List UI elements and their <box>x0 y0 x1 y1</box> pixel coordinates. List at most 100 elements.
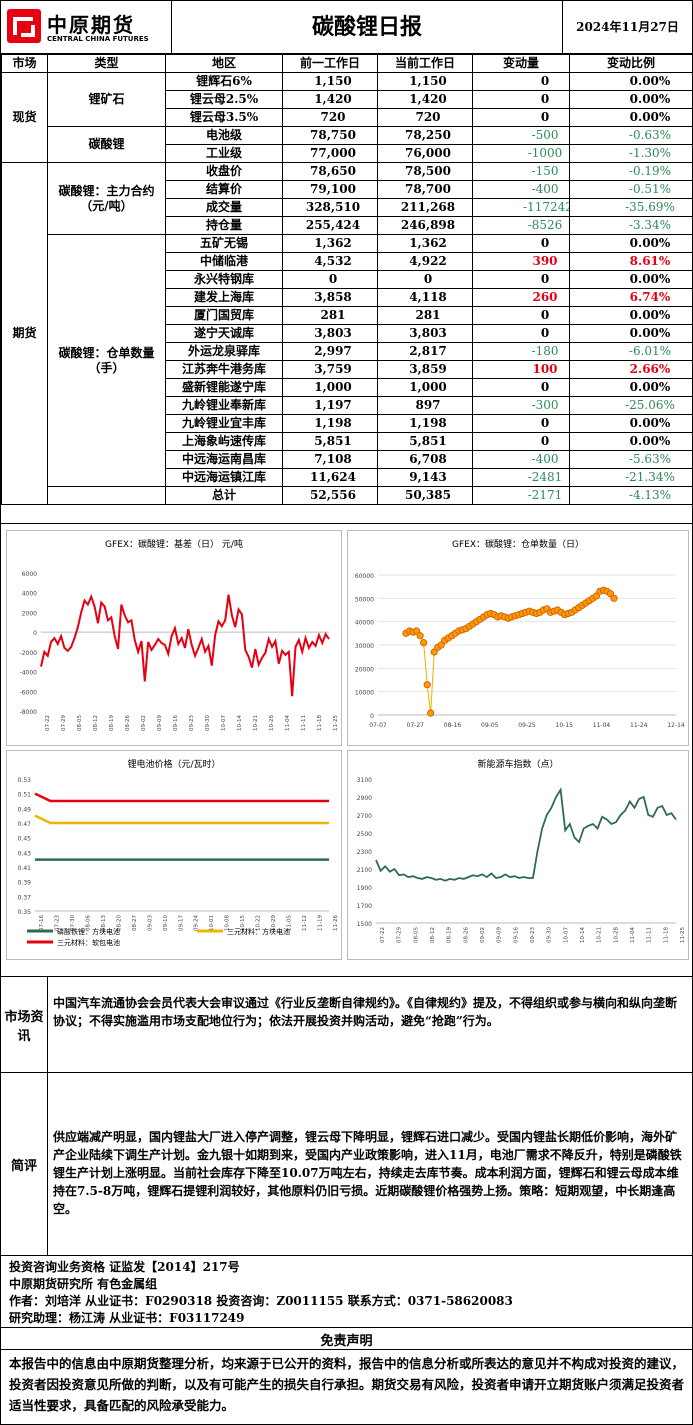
change-pct-cell: 0.00% <box>569 378 693 397</box>
scatter-point <box>437 641 445 649</box>
change-cell: -8526 <box>472 216 570 235</box>
category-cell: 锂矿石 <box>47 72 166 127</box>
scatter-point <box>606 590 615 598</box>
x-tick-label: 09-16 <box>173 715 179 731</box>
cur-value-cell: 78,250 <box>377 126 473 145</box>
x-tick-label: 07-29 <box>397 927 403 943</box>
y-tick-label: 3100 <box>357 777 372 784</box>
x-tick-label: 10-14 <box>580 927 586 943</box>
logo-mark-icon <box>7 9 41 43</box>
y-tick-label: 2100 <box>357 867 372 874</box>
author-line: 作者：刘培洋 从业证书：F0290318 投资咨询：Z0011155 联系方式：… <box>9 1294 513 1308</box>
x-tick-label: 09-09 <box>497 927 503 943</box>
warehouse-receipt-chart: GFEX：碳酸锂：仓单数量（日） 60000 50000 40000 30000 2000… <box>347 530 689 746</box>
y-tick-label: 2300 <box>357 849 372 856</box>
market-news-label: 市场资讯 <box>1 977 48 1073</box>
y-tick-label: 0.53 <box>18 777 32 784</box>
y-tick-label: 40000 <box>355 620 374 627</box>
cur-value-cell: 50,385 <box>377 486 473 505</box>
col-header: 变动量 <box>472 54 570 73</box>
prev-value-cell: 78,650 <box>282 162 378 181</box>
change-cell: -400 <box>472 180 570 199</box>
row-name-cell: 锂云母3.5% <box>165 108 283 127</box>
change-cell: 0 <box>472 234 570 253</box>
x-tick-label: 08-26 <box>125 715 131 731</box>
scatter-point <box>420 639 428 647</box>
series-line <box>34 792 329 803</box>
col-header: 市场 <box>1 54 48 73</box>
x-tick-label: 08-20 <box>116 915 122 931</box>
change-cell: -117242 <box>472 198 570 217</box>
cur-value-cell: 6,708 <box>377 450 473 469</box>
cur-value-cell: 0 <box>377 270 473 289</box>
table-row: 九岭锂业宜丰库 1,198 1,198 0 0.00% <box>2 414 693 433</box>
change-cell: -1000 <box>472 144 570 163</box>
change-cell: 260 <box>472 288 570 307</box>
cur-value-cell: 3,859 <box>377 360 473 379</box>
change-pct-cell: 0.00% <box>569 234 693 253</box>
change-pct-cell: 0.00% <box>569 108 693 127</box>
prev-value-cell: 0 <box>282 270 378 289</box>
charts-area: GFEX：碳酸锂：基差（日） 元/吨 6000 4000 2000 0 -2000 -400… <box>1 523 692 964</box>
report-header: 中原期货 CENTRAL CHINA FUTURES 碳酸锂日报 2024年11… <box>1 1 692 54</box>
table-row: 建发上海库 3,858 4,118 260 6.74% <box>2 288 693 307</box>
logo-text-cn: 中原期货 <box>47 13 135 37</box>
x-tick-label: 10-07 <box>563 927 569 943</box>
y-tick-label: 0.51 <box>18 792 32 799</box>
x-tick-label: 10-01 <box>209 915 215 931</box>
x-tick-label: 11-19 <box>318 915 324 931</box>
report-title: 碳酸锂日报 <box>171 1 563 53</box>
col-header: 地区 <box>165 54 283 73</box>
market-news-row: 市场资讯 中国汽车流通协会会员代表大会审议通过《行业反垄断自律规约》。《自律规约… <box>1 976 692 1073</box>
row-name-cell: 中储临港 <box>165 252 283 271</box>
x-tick-label: 08-06 <box>85 915 91 931</box>
y-tick-label: 2500 <box>357 831 372 838</box>
y-tick-label: 20000 <box>355 666 374 673</box>
row-name-cell: 五矿无锡 <box>165 234 283 253</box>
x-tick-label: 09-09 <box>157 715 163 731</box>
comment-row: 简评 供应端减产明显，国内锂盐大厂进入停产调整，锂云母下降明显，锂辉石进口减少。… <box>1 1072 692 1255</box>
y-tick-label: 60000 <box>355 573 374 580</box>
legend-label: 磷酸铁锂：方块电池 <box>57 927 120 936</box>
table-row: 现货 锂矿石 锂辉石6% 1,150 1,150 0 0.00% <box>1 72 693 163</box>
cur-value-cell: 246,898 <box>377 216 473 235</box>
change-cell: 0 <box>472 90 570 109</box>
row-name-cell: 中远海运镇江库 <box>165 468 283 487</box>
qualification-line: 投资咨询业务资格 证监发【2014】217号 <box>9 1260 240 1274</box>
x-tick-label: 11-04 <box>630 927 636 943</box>
change-cell: 100 <box>472 360 570 379</box>
table-row: 期货 碳酸锂：主力合约（元/吨） 收盘价 78,650 78,500 -150 -0.19% <box>1 162 693 505</box>
x-tick-label: 11-11 <box>301 715 307 731</box>
row-name-cell: 成交量 <box>165 198 283 217</box>
change-cell: 0 <box>472 378 570 397</box>
table-row: 中储临港 4,532 4,922 390 8.61% <box>2 252 693 271</box>
y-tick-label: 0 <box>33 630 37 637</box>
change-pct-cell: -0.19% <box>569 162 693 181</box>
table-row: 遂宁天诚库 3,803 3,803 0 0.00% <box>2 324 693 343</box>
change-pct-cell: 0.00% <box>569 90 693 109</box>
x-tick-label: 07-22 <box>45 715 51 731</box>
change-cell: 0 <box>472 306 570 325</box>
y-tick-label: -8000 <box>20 709 38 716</box>
cur-value-cell: 211,268 <box>377 198 473 217</box>
row-name-cell: 收盘价 <box>165 162 283 181</box>
x-tick-label: 10-21 <box>253 715 259 731</box>
row-name-cell: 中远海运南昌库 <box>165 450 283 469</box>
x-tick-label: 10-15 <box>556 722 574 729</box>
cur-value-cell: 4,118 <box>377 288 473 307</box>
prev-value-cell: 281 <box>282 306 378 325</box>
cur-value-cell: 9,143 <box>377 468 473 487</box>
x-tick-label: 10-21 <box>597 927 603 943</box>
y-tick-label: 6000 <box>22 571 37 578</box>
x-tick-label: 08-05 <box>413 927 419 943</box>
prev-value-cell: 1,420 <box>282 90 378 109</box>
row-name-cell: 上海象屿速传库 <box>165 432 283 451</box>
disclaimer-text: 本报告中的信息由中原期货整理分析，均来源于已公开的资料，报告中的信息分析或所表达… <box>9 1356 685 1413</box>
cur-value-cell: 1,198 <box>377 414 473 433</box>
x-tick-label: 09-16 <box>513 927 519 943</box>
row-name-cell: 厦门国贸库 <box>165 306 283 325</box>
prev-value-cell: 7,108 <box>282 450 378 469</box>
cur-value-cell: 78,700 <box>377 180 473 199</box>
row-name-cell: 永兴特钢库 <box>165 270 283 289</box>
